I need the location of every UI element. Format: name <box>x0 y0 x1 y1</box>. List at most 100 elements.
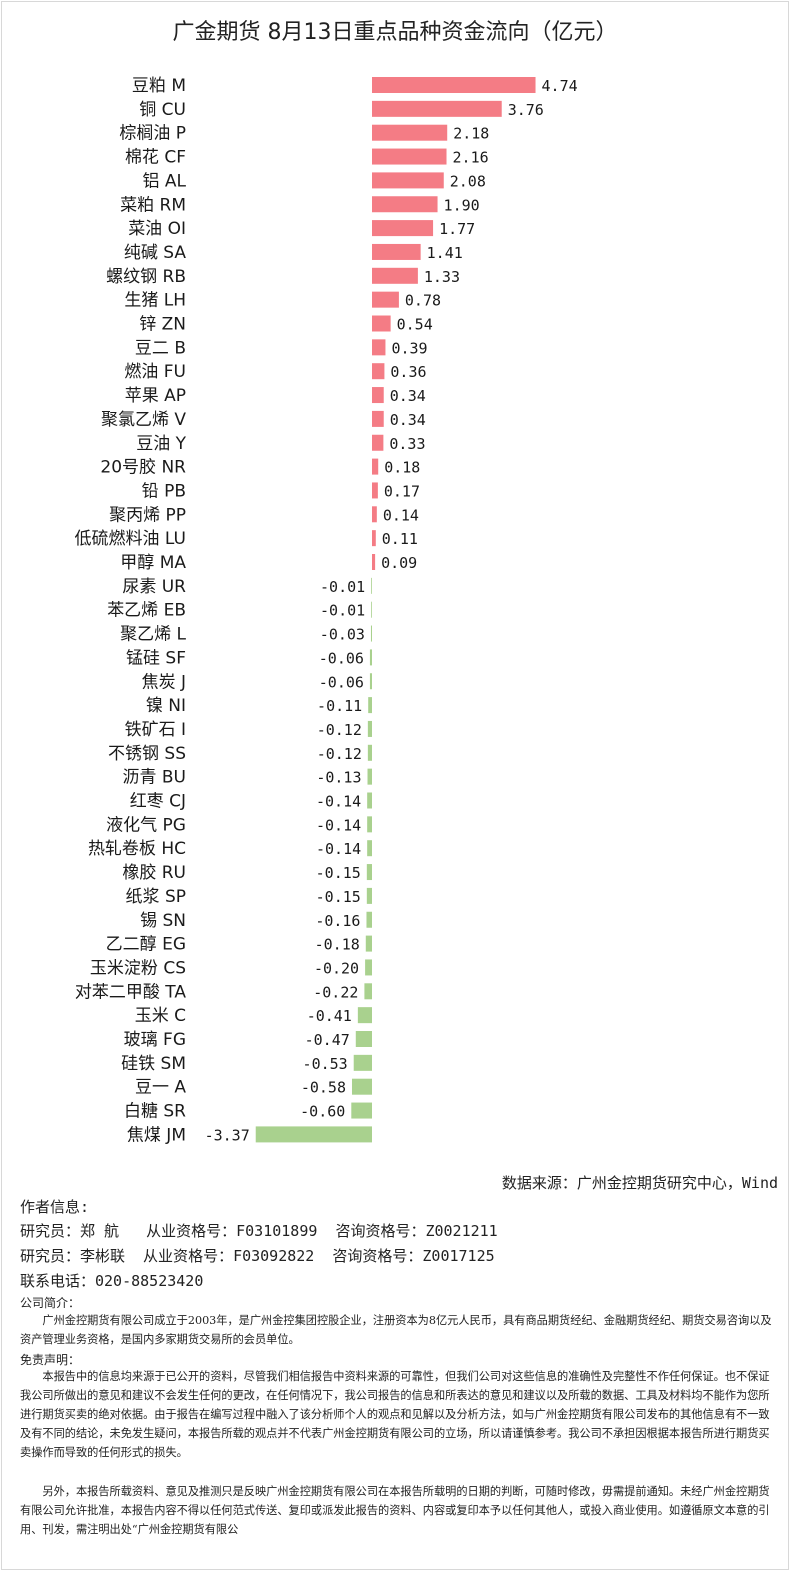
value-label-18: 0.17 <box>384 482 420 500</box>
value-label-6: 1.90 <box>444 196 480 214</box>
category-label-8: 纯碱 SA <box>124 243 187 263</box>
category-label-2: 铜 CU <box>139 100 186 120</box>
category-label-9: 螺纹钢 RB <box>106 267 186 287</box>
category-label-38: 玉米淀粉 CS <box>90 958 186 978</box>
category-label-11: 锌 ZN <box>139 315 186 335</box>
bar-29 <box>367 744 372 761</box>
category-label-37: 乙二醇 EG <box>106 935 186 955</box>
value-label-38: -0.20 <box>314 959 359 977</box>
category-label-32: 液化气 PG <box>106 815 186 835</box>
bar-2 <box>372 100 502 117</box>
value-label-44: -0.60 <box>300 1103 345 1121</box>
researcher-2: 研究员：李彬联 从业资格号：F03092822 咨询资格号：Z0017125 <box>20 1247 495 1265</box>
bar-41 <box>355 1031 372 1047</box>
category-label-41: 玻璃 FG <box>124 1030 186 1050</box>
value-label-45: -3.37 <box>205 1126 250 1144</box>
category-label-19: 聚丙烯 PP <box>109 505 186 525</box>
researcher-1: 研究员：郑 航 从业资格号：F03101899 咨询资格号：Z0021211 <box>20 1222 498 1240</box>
category-label-23: 苯乙烯 EB <box>107 601 186 621</box>
bar-7 <box>372 220 434 237</box>
bar-32 <box>367 816 372 833</box>
bar-37 <box>365 935 372 952</box>
bar-8 <box>372 243 421 260</box>
value-label-9: 1.33 <box>424 268 460 286</box>
fund-flow-bar-chart: 豆粕 M 4.74 铜 CU 3.76 棕榈油 P 2.18 棉花 CF 2.16 铝 AL 2.… <box>75 76 578 1145</box>
bar-28 <box>367 720 372 737</box>
bar-43 <box>351 1078 372 1095</box>
data-source: 数据来源：广州金控期货研究中心，Wind <box>501 1174 778 1192</box>
category-label-7: 菜油 OI <box>128 219 186 239</box>
value-label-17: 0.18 <box>384 459 420 477</box>
bar-14 <box>372 387 384 404</box>
bar-3 <box>372 124 448 141</box>
bar-23 <box>371 601 372 618</box>
category-label-31: 红枣 CJ <box>130 792 186 812</box>
category-label-42: 硅铁 SM <box>121 1054 186 1074</box>
category-label-18: 铅 PB <box>142 481 186 501</box>
bar-30 <box>367 768 372 785</box>
value-label-32: -0.14 <box>316 816 361 834</box>
category-label-29: 不锈钢 SS <box>108 744 186 764</box>
value-label-35: -0.15 <box>316 888 361 906</box>
category-label-27: 镍 NI <box>146 696 186 716</box>
category-label-1: 豆粕 M <box>132 76 186 96</box>
bar-6 <box>372 196 438 213</box>
value-label-3: 2.18 <box>453 125 489 143</box>
value-label-4: 2.16 <box>453 149 489 167</box>
value-label-15: 0.34 <box>390 411 426 429</box>
value-label-20: 0.11 <box>382 530 418 548</box>
bar-26 <box>369 673 372 690</box>
category-label-35: 纸浆 SP <box>126 887 186 907</box>
value-label-26: -0.06 <box>319 673 364 691</box>
bar-22 <box>371 577 372 594</box>
bar-1 <box>372 77 536 93</box>
category-label-40: 玉米 C <box>135 1006 186 1026</box>
bar-9 <box>372 267 418 284</box>
value-label-19: 0.14 <box>383 506 419 524</box>
bar-16 <box>372 434 384 451</box>
bar-34 <box>366 864 372 881</box>
category-label-13: 燃油 FU <box>124 362 186 382</box>
value-label-14: 0.34 <box>390 387 426 405</box>
category-label-20: 低硫燃料油 LU <box>75 529 186 549</box>
disclaimer-paragraph-1: 本报告中的信息均来源于已公开的资料，尽管我们相信报告中资料来源的可靠性，但我们公… <box>20 1370 770 1459</box>
value-label-41: -0.47 <box>305 1031 350 1049</box>
bar-4 <box>372 148 447 165</box>
value-label-7: 1.77 <box>439 220 475 238</box>
value-label-31: -0.14 <box>316 793 361 811</box>
author-heading: 作者信息: <box>20 1198 90 1216</box>
bar-18 <box>372 482 378 499</box>
value-label-12: 0.39 <box>391 339 427 357</box>
category-label-28: 铁矿石 I <box>125 720 186 740</box>
category-label-22: 尿素 UR <box>122 577 186 597</box>
value-label-29: -0.12 <box>317 745 362 763</box>
value-label-11: 0.54 <box>397 316 433 334</box>
category-label-21: 甲醇 MA <box>120 553 186 573</box>
value-label-24: -0.03 <box>320 626 365 644</box>
category-label-15: 聚氯乙烯 V <box>101 410 186 430</box>
value-label-34: -0.15 <box>316 864 361 882</box>
bar-44 <box>351 1102 372 1119</box>
value-label-37: -0.18 <box>315 936 360 954</box>
value-label-8: 1.41 <box>427 244 463 262</box>
bar-13 <box>372 363 385 380</box>
value-label-30: -0.13 <box>316 769 361 787</box>
bar-40 <box>357 1007 372 1024</box>
bar-42 <box>353 1054 372 1071</box>
value-label-36: -0.16 <box>315 912 360 930</box>
contact-phone: 联系电话：020-88523420 <box>20 1272 204 1290</box>
bar-31 <box>367 792 372 809</box>
value-label-2: 3.76 <box>508 101 544 119</box>
category-label-10: 生猪 LH <box>124 291 186 311</box>
category-label-17: 20号胶 NR <box>100 458 186 478</box>
bar-19 <box>372 506 377 523</box>
category-label-12: 豆二 B <box>135 338 186 358</box>
category-label-14: 苹果 AP <box>125 386 186 406</box>
bar-33 <box>367 840 372 857</box>
value-label-39: -0.22 <box>313 983 358 1001</box>
category-label-39: 对苯二甲酸 TA <box>75 982 186 1002</box>
category-label-25: 锰硅 SF <box>126 648 186 668</box>
bar-38 <box>365 959 372 976</box>
value-label-5: 2.08 <box>450 172 486 190</box>
bar-10 <box>372 291 399 308</box>
